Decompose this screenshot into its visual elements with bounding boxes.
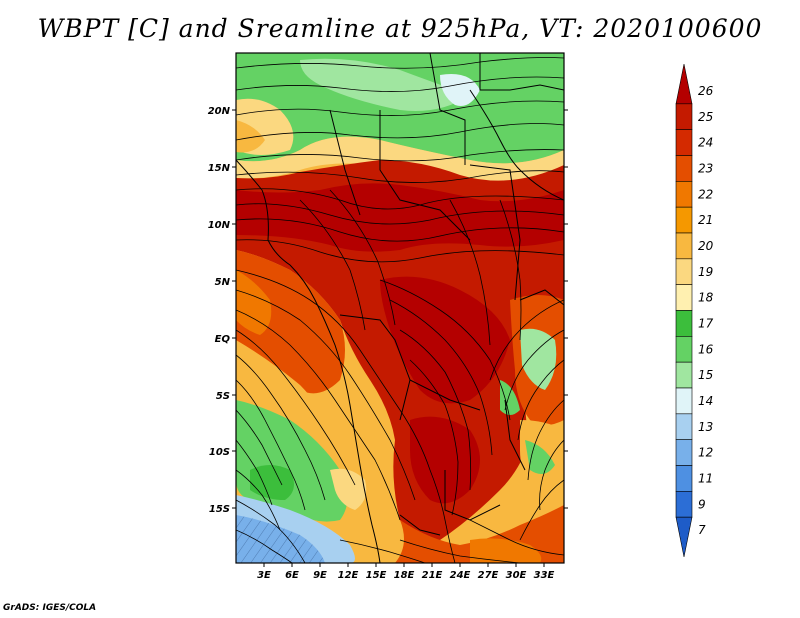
colorbar-label: 23 (698, 161, 713, 175)
lat-label: 5N (215, 277, 231, 288)
colorbar-swatch (675, 258, 693, 285)
colorbar: 26 25 24 23 22 21 20 19 18 17 16 15 14 13 12 11 9 7 (675, 63, 714, 558)
colorbar-swatch (675, 491, 693, 518)
lon-ticks (263, 563, 545, 567)
colorbar-label: 11 (698, 471, 713, 485)
lon-label: 3E (257, 570, 271, 581)
colorbar-swatch (675, 336, 693, 363)
lat-label: 20N (208, 106, 231, 117)
colorbar-swatch (675, 206, 693, 234)
chart-title: WBPT [C] and Sreamline at 925hPa, VT: 20… (37, 14, 763, 43)
lat-label: EQ (215, 334, 231, 345)
colorbar-swatch (675, 155, 693, 182)
colorbar-label: 13 (698, 420, 713, 434)
colorbar-label: 25 (698, 110, 713, 124)
colorbar-label: 19 (698, 265, 713, 279)
colorbar-swatch (675, 63, 693, 105)
colorbar-label: 16 (698, 342, 714, 356)
lat-label: 15S (209, 504, 230, 515)
lat-label: 5S (216, 391, 230, 402)
colorbar-swatch (675, 181, 693, 208)
lon-label: 15E (366, 570, 387, 581)
colorbar-swatch (675, 232, 693, 260)
colorbar-label: 7 (698, 523, 706, 537)
colorbar-swatch (675, 129, 693, 156)
colorbar-swatch (675, 361, 693, 389)
lat-label: 10N (208, 220, 231, 231)
lon-label: 27E (478, 570, 499, 581)
lon-label: 18E (394, 570, 415, 581)
colorbar-swatch (675, 284, 693, 311)
lon-label: 12E (338, 570, 359, 581)
colorbar-swatch (675, 516, 693, 558)
colorbar-swatch (675, 465, 693, 492)
lon-label: 6E (285, 570, 299, 581)
colorbar-label: 26 (698, 84, 714, 98)
lon-label: 21E (422, 570, 443, 581)
colorbar-label: 24 (698, 136, 713, 150)
lon-label: 9E (313, 570, 327, 581)
colorbar-label: 15 (698, 368, 713, 382)
footer-credit: GrADS: IGES/COLA (3, 603, 97, 613)
colorbar-swatch (675, 439, 693, 466)
lon-label: 33E (534, 570, 555, 581)
colorbar-label: 9 (698, 497, 706, 511)
wbpt-field (236, 53, 564, 563)
colorbar-swatch (675, 413, 693, 440)
colorbar-label: 18 (698, 291, 714, 305)
colorbar-label: 12 (698, 446, 713, 460)
colorbar-swatch (675, 387, 693, 415)
colorbar-label: 17 (698, 316, 714, 330)
colorbar-label: 21 (698, 213, 713, 227)
map-frame (235, 52, 565, 564)
lat-label: 15N (208, 163, 231, 174)
colorbar-swatch (675, 310, 693, 337)
colorbar-label: 22 (698, 187, 713, 201)
lon-label: 30E (506, 570, 527, 581)
colorbar-swatch (675, 103, 693, 130)
coastline-borders (236, 53, 564, 563)
colorbar-label: 14 (698, 394, 713, 408)
colorbar-label: 20 (698, 239, 714, 253)
streamlines (236, 57, 564, 563)
lat-ticks (232, 109, 568, 509)
lat-label: 10S (209, 447, 230, 458)
lon-label: 24E (450, 570, 471, 581)
